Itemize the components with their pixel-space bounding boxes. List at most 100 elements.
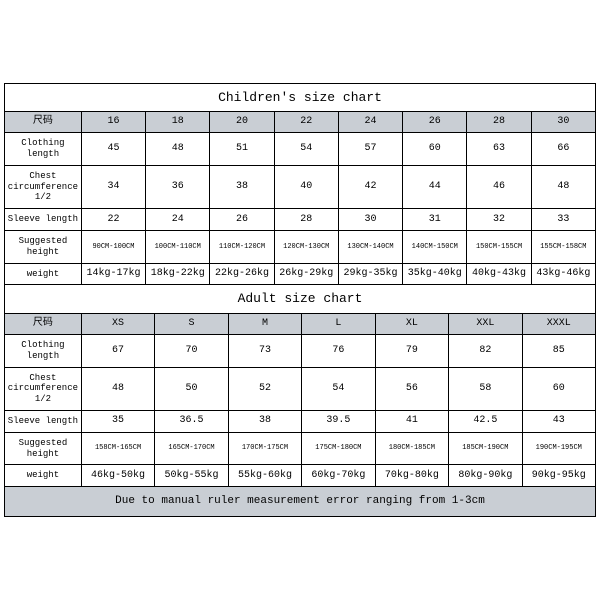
adult-title: Adult size chart	[5, 285, 596, 314]
cell: 22	[81, 209, 145, 231]
measurement-note: Due to manual ruler measurement error ra…	[5, 487, 596, 517]
adult-size-1: S	[155, 314, 228, 335]
cell: 14kg-17kg	[81, 263, 145, 285]
cell: 46kg-50kg	[81, 465, 154, 487]
cell: 170CM-175CM	[228, 432, 301, 465]
cell: 158CM-165CM	[81, 432, 154, 465]
cell: 30	[338, 209, 402, 231]
cell: 185CM-190CM	[449, 432, 522, 465]
table-row: Chest circumference 1/2 48 50 52 54 56 5…	[5, 367, 596, 410]
cell: 82	[449, 335, 522, 368]
row-label: Chest circumference 1/2	[5, 165, 82, 208]
table-row: Clothing length 45 48 51 54 57 60 63 66	[5, 133, 596, 166]
cell: 34	[81, 165, 145, 208]
cell: 32	[467, 209, 531, 231]
cell: 165CM-170CM	[155, 432, 228, 465]
cell: 18kg-22kg	[146, 263, 210, 285]
adult-size-4: XL	[375, 314, 448, 335]
cell: 155CM-158CM	[531, 231, 595, 264]
cell: 54	[274, 133, 338, 166]
children-header-label: 尺码	[5, 112, 82, 133]
children-size-7: 30	[531, 112, 595, 133]
cell: 130CM-140CM	[338, 231, 402, 264]
cell: 57	[338, 133, 402, 166]
cell: 50	[155, 367, 228, 410]
table-row: Sleeve length 22 24 26 28 30 31 32 33	[5, 209, 596, 231]
adult-header-row: 尺码 XS S M L XL XXL XXXL	[5, 314, 596, 335]
cell: 67	[81, 335, 154, 368]
adult-size-5: XXL	[449, 314, 522, 335]
row-label: Chest circumference 1/2	[5, 367, 82, 410]
children-size-2: 20	[210, 112, 274, 133]
children-title: Children's size chart	[5, 83, 596, 112]
children-size-table: Children's size chart 尺码 16 18 20 22 24 …	[4, 83, 596, 286]
row-label: weight	[5, 263, 82, 285]
cell: 42	[338, 165, 402, 208]
cell: 44	[403, 165, 467, 208]
cell: 140CM-150CM	[403, 231, 467, 264]
adult-size-2: M	[228, 314, 301, 335]
cell: 45	[81, 133, 145, 166]
cell: 26kg-29kg	[274, 263, 338, 285]
table-row: Chest circumference 1/2 34 36 38 40 42 4…	[5, 165, 596, 208]
cell: 43kg-46kg	[531, 263, 595, 285]
cell: 48	[531, 165, 595, 208]
cell: 76	[302, 335, 375, 368]
cell: 24	[146, 209, 210, 231]
table-row: weight 14kg-17kg 18kg-22kg 22kg-26kg 26k…	[5, 263, 596, 285]
cell: 66	[531, 133, 595, 166]
table-row: Sleeve length 35 36.5 38 39.5 41 42.5 43	[5, 410, 596, 432]
cell: 26	[210, 209, 274, 231]
cell: 43	[522, 410, 595, 432]
cell: 73	[228, 335, 301, 368]
cell: 60kg-70kg	[302, 465, 375, 487]
cell: 41	[375, 410, 448, 432]
table-title-row: Adult size chart	[5, 285, 596, 314]
cell: 42.5	[449, 410, 522, 432]
adult-size-3: L	[302, 314, 375, 335]
cell: 175CM-180CM	[302, 432, 375, 465]
cell: 58	[449, 367, 522, 410]
cell: 60	[403, 133, 467, 166]
adult-size-6: XXXL	[522, 314, 595, 335]
cell: 36.5	[155, 410, 228, 432]
cell: 80kg-90kg	[449, 465, 522, 487]
cell: 120CM-130CM	[274, 231, 338, 264]
cell: 90kg-95kg	[522, 465, 595, 487]
children-size-1: 18	[146, 112, 210, 133]
cell: 35	[81, 410, 154, 432]
cell: 85	[522, 335, 595, 368]
table-row: Clothing length 67 70 73 76 79 82 85	[5, 335, 596, 368]
cell: 36	[146, 165, 210, 208]
cell: 90CM-100CM	[81, 231, 145, 264]
children-size-3: 22	[274, 112, 338, 133]
cell: 55kg-60kg	[228, 465, 301, 487]
children-size-4: 24	[338, 112, 402, 133]
table-row: weight 46kg-50kg 50kg-55kg 55kg-60kg 60k…	[5, 465, 596, 487]
children-header-row: 尺码 16 18 20 22 24 26 28 30	[5, 112, 596, 133]
cell: 33	[531, 209, 595, 231]
children-size-0: 16	[81, 112, 145, 133]
cell: 31	[403, 209, 467, 231]
table-row: Suggested height 158CM-165CM 165CM-170CM…	[5, 432, 596, 465]
cell: 22kg-26kg	[210, 263, 274, 285]
cell: 29kg-35kg	[338, 263, 402, 285]
cell: 60	[522, 367, 595, 410]
table-row: Suggested height 90CM-100CM 100CM-110CM …	[5, 231, 596, 264]
adult-header-label: 尺码	[5, 314, 82, 335]
children-size-5: 26	[403, 112, 467, 133]
cell: 50kg-55kg	[155, 465, 228, 487]
cell: 150CM-155CM	[467, 231, 531, 264]
row-label: Sleeve length	[5, 209, 82, 231]
cell: 110CM-120CM	[210, 231, 274, 264]
cell: 70kg-80kg	[375, 465, 448, 487]
cell: 56	[375, 367, 448, 410]
adult-size-table: Adult size chart 尺码 XS S M L XL XXL XXXL…	[4, 284, 596, 517]
cell: 180CM-185CM	[375, 432, 448, 465]
row-label: Suggested height	[5, 432, 82, 465]
row-label: Clothing length	[5, 335, 82, 368]
size-chart-wrapper: Children's size chart 尺码 16 18 20 22 24 …	[0, 81, 600, 520]
cell: 79	[375, 335, 448, 368]
cell: 52	[228, 367, 301, 410]
children-size-6: 28	[467, 112, 531, 133]
